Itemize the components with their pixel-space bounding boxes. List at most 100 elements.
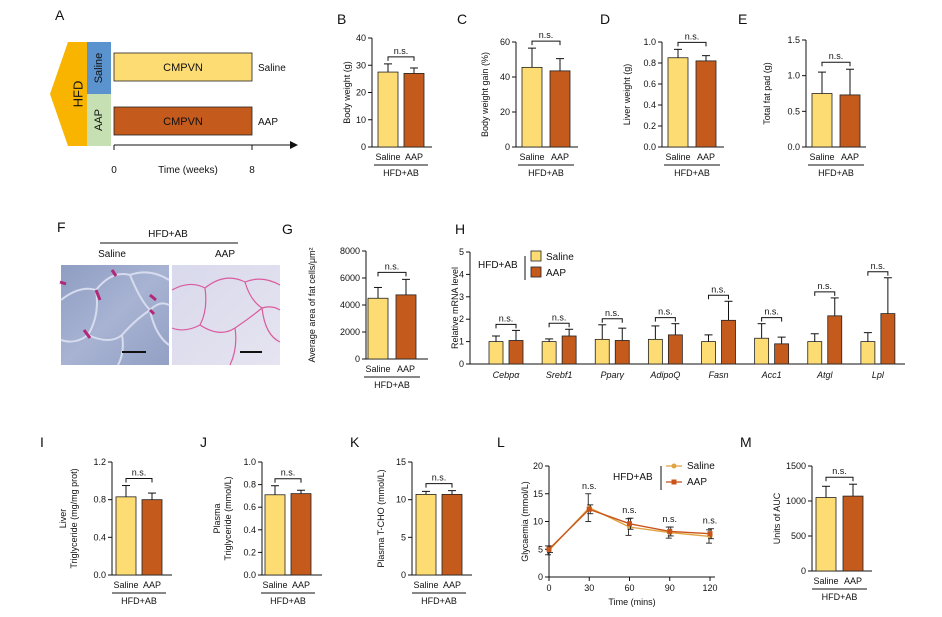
l-legend-aap: AAP [687, 477, 707, 488]
histology-saline-image [59, 265, 170, 366]
panel-e-y-tick-label: 1.0 [787, 71, 800, 81]
panel-e-y-tick-label: 0.0 [787, 142, 800, 152]
panel-c-sig-label: n.s. [539, 30, 554, 40]
panel-j-bar-aap [290, 493, 312, 576]
panel-b: B 0 10 20 30 40 Body weight (g) Saline AAP n.s. HF… [337, 11, 432, 178]
panel-e-sig-bracket [821, 61, 851, 67]
panel-e-bar-aap [839, 94, 861, 148]
panel-c-sig-bracket [531, 40, 561, 46]
hfd-arrow [50, 42, 87, 146]
panel-m-y-tick-label: 1500 [786, 461, 806, 471]
histology-group-label: HFD+AB [148, 229, 188, 240]
panel-g-sig-label: n.s. [385, 261, 400, 271]
panel-b-x-label-saline: Saline [375, 152, 400, 162]
panel-h-bar-saline [860, 341, 876, 365]
panel-h-sig-bracket [654, 317, 676, 322]
panel-h-x-label: Atgl [816, 370, 834, 380]
panel-l-point-aap [707, 531, 713, 537]
panel-g-sig-bracket [377, 271, 407, 277]
panel-l-point-aap [546, 546, 552, 552]
panel-g-y-tick-label: 4000 [340, 300, 360, 310]
histology-aap-image [171, 265, 281, 366]
panel-h-bar-saline [807, 341, 823, 365]
panel-g-bar-saline [367, 297, 389, 360]
panel-j-y-tick-label: 0.0 [243, 570, 256, 580]
panel-d-sig-bracket [677, 41, 707, 47]
histology-saline-label: Saline [98, 249, 126, 260]
panel-g-bar-aap [395, 294, 417, 360]
panel-k-bar-aap [441, 493, 463, 576]
panel-h-bar-aap [508, 340, 524, 365]
saline-group-box [87, 42, 111, 94]
panel-m-group-label: HFD+AB [822, 592, 858, 602]
panel-h-x-label: Pparγ [600, 370, 624, 380]
panel-h-x-label: Fasn [708, 370, 728, 380]
panel-k-x-label-saline: Saline [413, 580, 438, 590]
h-legend-group: HFD+AB [478, 260, 518, 271]
panel-e-y-label: Total fat pad (g) [762, 62, 772, 125]
aap-end-label: AAP [258, 117, 278, 128]
panel-d-y-tick-label: 0.2 [643, 121, 656, 131]
panel-m-sig-label: n.s. [832, 466, 847, 476]
panel-k-x-label-aap: AAP [443, 580, 461, 590]
panel-j-y-tick-label: 0.4 [243, 525, 256, 535]
panel-h-sig-bracket [548, 322, 570, 328]
panel-m-sig-bracket [825, 476, 854, 482]
panel-h-y-tick-label: 3 [459, 292, 464, 302]
panel-g: G 0 2000 4000 6000 8000 Average area of fat ce… [282, 221, 428, 390]
panel-d-bar-aap [695, 60, 717, 148]
saline-cmpvn-label: CMPVN [163, 62, 203, 74]
l-legend-saline-marker [671, 463, 677, 469]
panel-h-sig-bracket [601, 318, 623, 323]
panel-h-sig-bracket [495, 323, 517, 329]
panel-g-y-tick-label: 6000 [340, 273, 360, 283]
panel-d-y-tick-label: 0.8 [643, 58, 656, 68]
panel-g-y-tick-label: 2000 [340, 327, 360, 337]
panel-c-bar-saline [521, 66, 543, 148]
panel-h-x-label: Acc1 [761, 370, 782, 380]
panel-l-x-tick-label: 30 [584, 583, 594, 593]
panel-b-y-tick-label: 20 [356, 88, 366, 98]
panel-h-sig-label: n.s. [817, 281, 832, 291]
panel-h-sig-label: n.s. [605, 308, 620, 318]
panel-j-y-tick-label: 0.8 [243, 480, 256, 490]
panel-j-group-label: HFD+AB [270, 596, 306, 606]
panel-b-sig-bracket [387, 56, 415, 61]
panel-l-y-label: Glycaemia (mmol/L) [520, 481, 530, 562]
panel-b-y-label: Body weight (g) [342, 61, 352, 124]
panel-h-bar-aap [561, 335, 577, 365]
panel-c-y-label: Body weight gain (%) [480, 52, 490, 137]
panel-b-y-tick-label: 0 [361, 142, 366, 152]
panel-h-x-label: Cebpα [493, 370, 521, 380]
aap-cmpvn-bar [113, 106, 253, 136]
panel-i-y-label-line2: Triglyceride (mg/mg prot) [69, 468, 79, 568]
panel-g-x-label-aap: AAP [397, 364, 415, 374]
histology-aap-label: AAP [215, 249, 235, 260]
panel-l-x-tick-label: 90 [665, 583, 675, 593]
panel-b-bar-saline [377, 71, 399, 148]
panel-d-y-tick-label: 0.4 [643, 100, 656, 110]
panel-e-label: E [738, 11, 747, 27]
panel-c: C 0 20 40 60 Body weight gain (%) Saline AAP n.s… [457, 11, 578, 178]
h-legend-aap: AAP [546, 268, 566, 279]
panel-k: K 0 5 10 15 Plasma T-CHO (mmol/L) Saline AAP n.s… [350, 434, 472, 606]
panel-b-label: B [337, 11, 346, 27]
panel-e-group-label: HFD+AB [818, 168, 854, 178]
aap-cmpvn-label: CMPVN [163, 116, 203, 128]
panel-l-sig-label: n.s. [582, 481, 597, 491]
panel-f-label: F [57, 219, 66, 235]
panel-j-y-tick-label: 0.6 [243, 502, 256, 512]
timeline-start: 0 [111, 165, 117, 176]
l-legend-saline: Saline [687, 461, 715, 472]
panel-c-group-label: HFD+AB [528, 168, 564, 178]
panel-e-x-label-saline: Saline [809, 152, 834, 162]
panel-h-bar-saline [701, 341, 716, 365]
panel-h-legend: HFD+AB Saline AAP [478, 250, 574, 280]
panel-g-y-tick-label: 0 [355, 354, 360, 364]
panel-l-y-tick-label: 20 [533, 461, 543, 471]
panel-e-x-label-aap: AAP [841, 152, 859, 162]
timeline-end: 8 [249, 165, 255, 176]
panel-j-x-label-aap: AAP [292, 580, 310, 590]
